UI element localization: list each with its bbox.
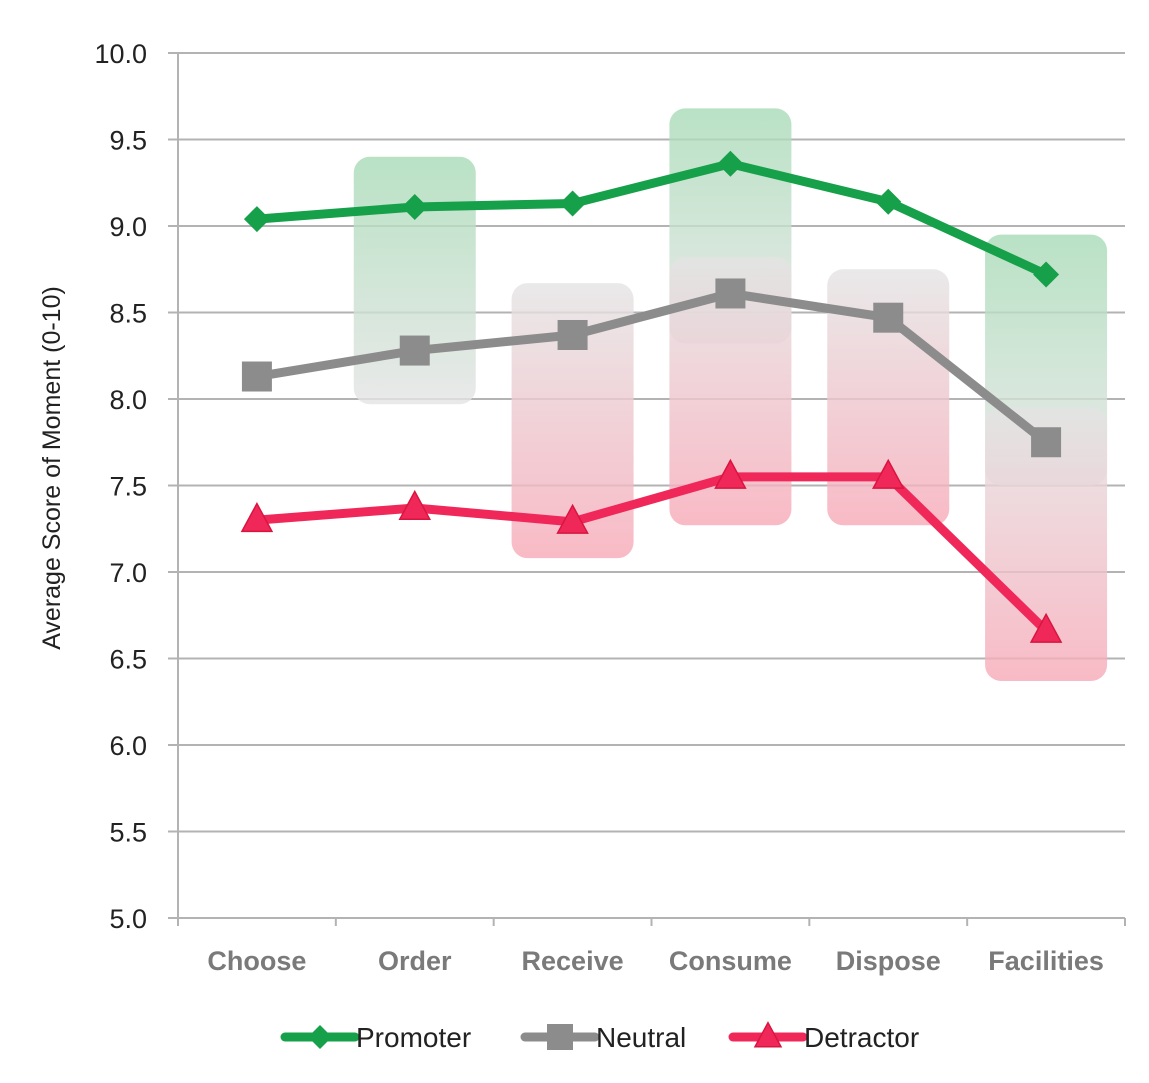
score-band <box>353 156 476 405</box>
y-tick-label: 7.5 <box>109 472 147 502</box>
y-tick-label: 6.0 <box>109 731 147 761</box>
x-tick-label: Choose <box>207 946 306 976</box>
x-tick-label: Dispose <box>836 946 941 976</box>
series-lines <box>240 150 1063 643</box>
y-tick-label: 5.5 <box>109 818 147 848</box>
promoter-point <box>559 190 586 217</box>
y-tick-label: 9.0 <box>109 212 147 242</box>
promoter-point <box>875 188 902 215</box>
neutral-point <box>873 302 904 333</box>
axes: 10.0 9.5 9.0 8.5 8.0 7.5 7.0 6.5 6.0 5.5 5.0 Choose… <box>94 39 1126 976</box>
score-band <box>985 407 1108 681</box>
x-tick-label: Facilities <box>988 946 1104 976</box>
detractor-point <box>240 502 274 533</box>
x-tick-label: Order <box>378 946 452 976</box>
y-tick-label: 6.5 <box>109 645 147 675</box>
neutral-point <box>557 319 588 350</box>
detractor-point <box>871 458 905 489</box>
y-tick-label: 5.0 <box>109 904 147 934</box>
promoter-point <box>717 150 744 177</box>
neutral-point <box>241 361 272 392</box>
neutral-point <box>399 335 430 366</box>
promoter-point <box>1033 261 1060 288</box>
score-band <box>827 269 950 526</box>
detractor-line <box>252 472 1051 636</box>
y-tick-label: 10.0 <box>94 39 147 69</box>
x-tick-label: Consume <box>669 946 792 976</box>
gridlines <box>168 52 1125 919</box>
detractor-point <box>398 489 432 520</box>
legend-marker <box>308 1025 332 1049</box>
promoter-point <box>243 206 270 233</box>
legend-marker <box>753 1021 783 1048</box>
legend-label: Neutral <box>596 1022 686 1053</box>
legend-marker <box>547 1024 573 1050</box>
score-bands <box>353 108 1108 681</box>
neutral-line <box>252 288 1051 447</box>
y-tick-label: 7.0 <box>109 558 147 588</box>
legend: Promoter Neutral Detractor <box>280 1021 919 1053</box>
legend-label: Detractor <box>804 1022 919 1053</box>
detractor-point <box>714 458 747 489</box>
x-tick-label: Receive <box>522 946 624 976</box>
y-tick-label: 8.5 <box>109 299 147 329</box>
score-band <box>511 283 634 559</box>
y-tick-label: 9.5 <box>109 126 147 156</box>
detractor-point <box>1029 612 1063 643</box>
y-tick-label: 8.0 <box>109 385 147 415</box>
neutral-point <box>1031 427 1062 458</box>
score-band <box>669 257 792 526</box>
y-axis-label: Average Score of Moment (0-10) <box>38 286 66 650</box>
legend-label: Promoter <box>356 1022 471 1053</box>
neutral-point <box>715 278 746 309</box>
promoter-line <box>252 159 1051 279</box>
promoter-point <box>401 193 428 220</box>
detractor-point <box>556 503 589 534</box>
